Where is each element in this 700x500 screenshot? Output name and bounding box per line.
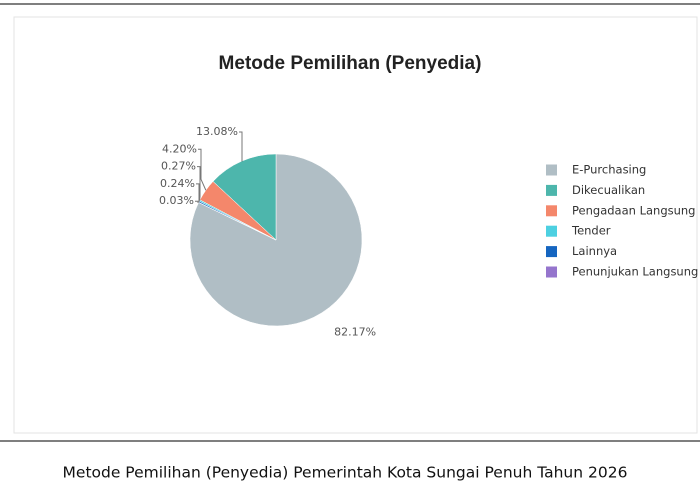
- legend-swatch: [546, 225, 557, 237]
- legend-swatch: [546, 205, 557, 217]
- data-label: 0.03%: [159, 194, 194, 207]
- pie-slice: [189, 153, 363, 327]
- data-label: 0.27%: [161, 160, 196, 173]
- legend-label: E-Purchasing: [572, 163, 646, 177]
- legend-swatch: [546, 246, 557, 258]
- caption: Metode Pemilihan (Penyedia) Pemerintah K…: [63, 464, 628, 482]
- chart-title: Metode Pemilihan (Penyedia): [219, 53, 482, 74]
- data-label: 4.20%: [162, 142, 197, 155]
- leader-line: [198, 148, 207, 191]
- data-label: 13.08%: [196, 125, 238, 138]
- data-label: 0.24%: [160, 177, 195, 190]
- leader-line: [195, 200, 199, 203]
- leader-line: [239, 131, 243, 162]
- legend-swatch: [546, 184, 557, 196]
- legend-swatch: [546, 164, 557, 176]
- data-label: 82.17%: [334, 325, 376, 338]
- legend-label: Pengadaan Langsung: [572, 203, 696, 217]
- legend-swatch: [546, 266, 557, 278]
- legend-label: Penunjukan Langsung: [572, 265, 698, 279]
- legend-label: Lainnya: [572, 244, 617, 258]
- leader-line: [196, 183, 200, 203]
- legend-label: Tender: [571, 224, 611, 238]
- legend-label: Dikecualikan: [572, 183, 645, 197]
- leader-line: [197, 166, 201, 201]
